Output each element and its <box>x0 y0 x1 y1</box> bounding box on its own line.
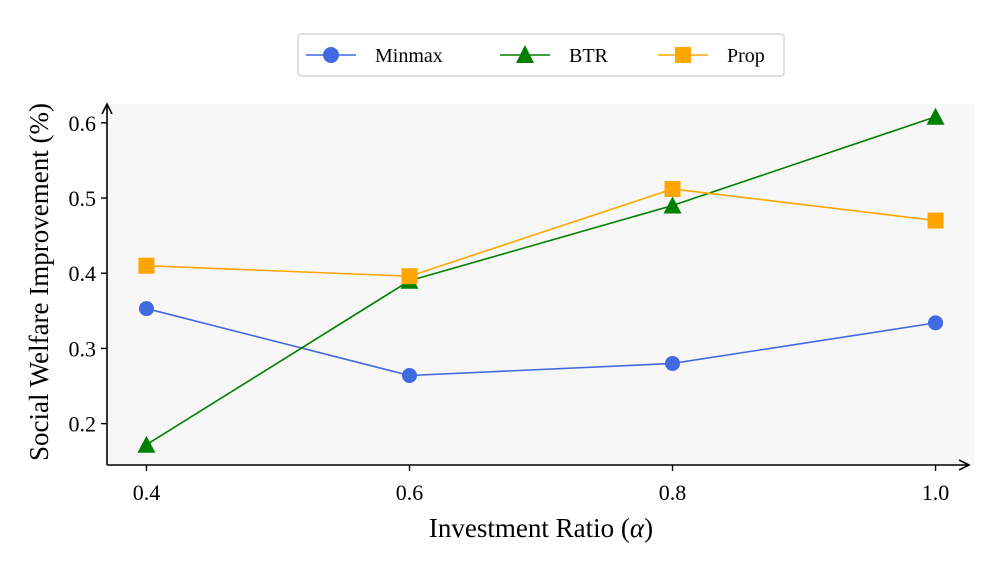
x-tick-label: 1.0 <box>922 480 950 505</box>
x-tick-label: 0.4 <box>133 480 161 505</box>
data-point-prop <box>138 257 155 274</box>
legend-marker-btr <box>516 45 534 63</box>
data-point-minmax <box>138 301 154 317</box>
legend-label-minmax: Minmax <box>375 45 443 67</box>
y-tick-label: 0.3 <box>69 336 97 361</box>
data-point-btr <box>926 107 945 125</box>
series-line-prop <box>146 188 936 278</box>
legend-marker-prop <box>675 47 691 63</box>
data-point-prop <box>664 180 681 197</box>
x-tick-label: 0.8 <box>659 480 687 505</box>
data-point-minmax <box>665 355 681 371</box>
legend: Minmax BTR Prop <box>297 33 785 77</box>
legend-marker-minmax <box>323 47 339 63</box>
y-tick-label: 0.6 <box>69 111 97 136</box>
y-tick-label: 0.5 <box>69 186 97 211</box>
series-prop <box>138 180 944 285</box>
legend-label-btr: BTR <box>569 45 609 67</box>
x-tick-label: 0.6 <box>396 480 424 505</box>
data-point-btr <box>663 196 682 214</box>
x-ticks: 0.4 0.6 0.8 1.0 <box>133 465 950 505</box>
plot-area <box>107 104 975 465</box>
y-ticks: 0.2 0.3 0.4 0.5 0.6 <box>69 111 107 437</box>
data-point-prop <box>927 212 944 229</box>
y-axis-title: Social Welfare Improvement (%) <box>24 103 54 461</box>
data-point-minmax <box>401 368 417 384</box>
series-minmax <box>138 301 944 384</box>
data-point-prop <box>401 268 418 285</box>
y-tick-label: 0.2 <box>69 412 97 437</box>
series-line-btr <box>146 116 936 446</box>
legend-label-prop: Prop <box>727 45 765 67</box>
data-point-btr <box>137 435 156 453</box>
series-line-minmax <box>146 307 936 377</box>
x-axis-title: Investment Ratio (α) <box>429 513 653 543</box>
series-layer <box>137 107 945 453</box>
y-tick-label: 0.4 <box>69 261 97 286</box>
data-point-minmax <box>928 315 944 331</box>
